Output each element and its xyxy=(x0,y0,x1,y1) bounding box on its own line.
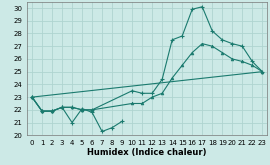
X-axis label: Humidex (Indice chaleur): Humidex (Indice chaleur) xyxy=(87,148,207,157)
